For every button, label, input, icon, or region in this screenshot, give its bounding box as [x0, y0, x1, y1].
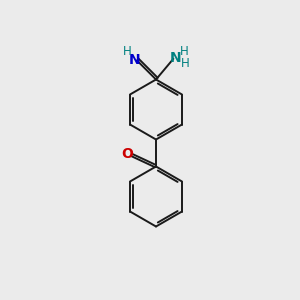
Text: O: O	[121, 147, 133, 161]
Text: N: N	[170, 51, 182, 65]
Text: H: H	[181, 57, 190, 70]
Text: H: H	[123, 45, 131, 58]
Text: N: N	[129, 53, 140, 67]
Text: H: H	[180, 45, 188, 58]
